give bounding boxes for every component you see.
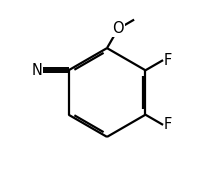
Text: N: N [32,63,43,78]
Text: F: F [164,117,172,132]
Text: F: F [164,53,172,68]
Text: O: O [112,21,124,36]
